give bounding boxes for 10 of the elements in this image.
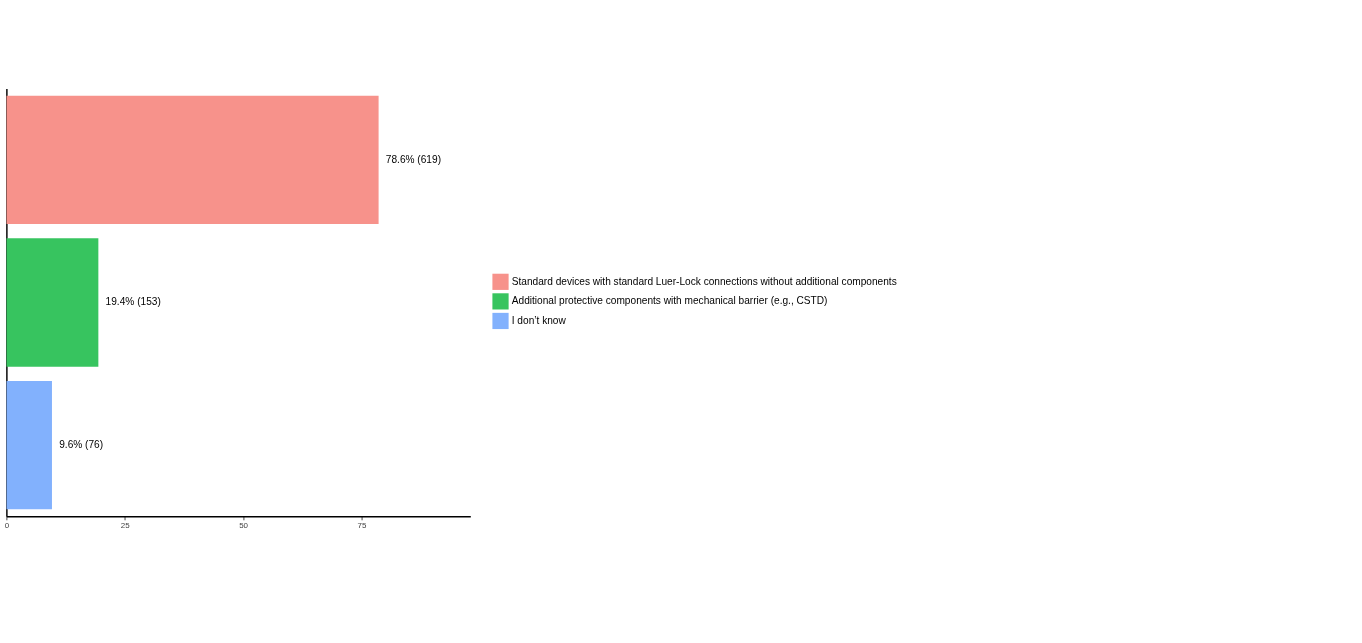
legend-label: Standard devices with standard Luer-Lock connections without additional components <box>511 275 897 287</box>
data-label: 9.6% (76) <box>59 438 104 450</box>
x-tick-label: 75 <box>357 521 367 531</box>
x-tick-label: 25 <box>120 521 131 531</box>
x-tick-label: 50 <box>239 521 249 531</box>
data-label: 19.4% (153) <box>105 296 161 308</box>
legend-label: I don’t know <box>511 314 567 326</box>
legend-label: Additional protective components with mechanical barrier (e.g., CSTD) <box>511 295 828 307</box>
x-tick-label: 0 <box>4 521 10 531</box>
data-label: 78.6% (619) <box>385 153 442 165</box>
